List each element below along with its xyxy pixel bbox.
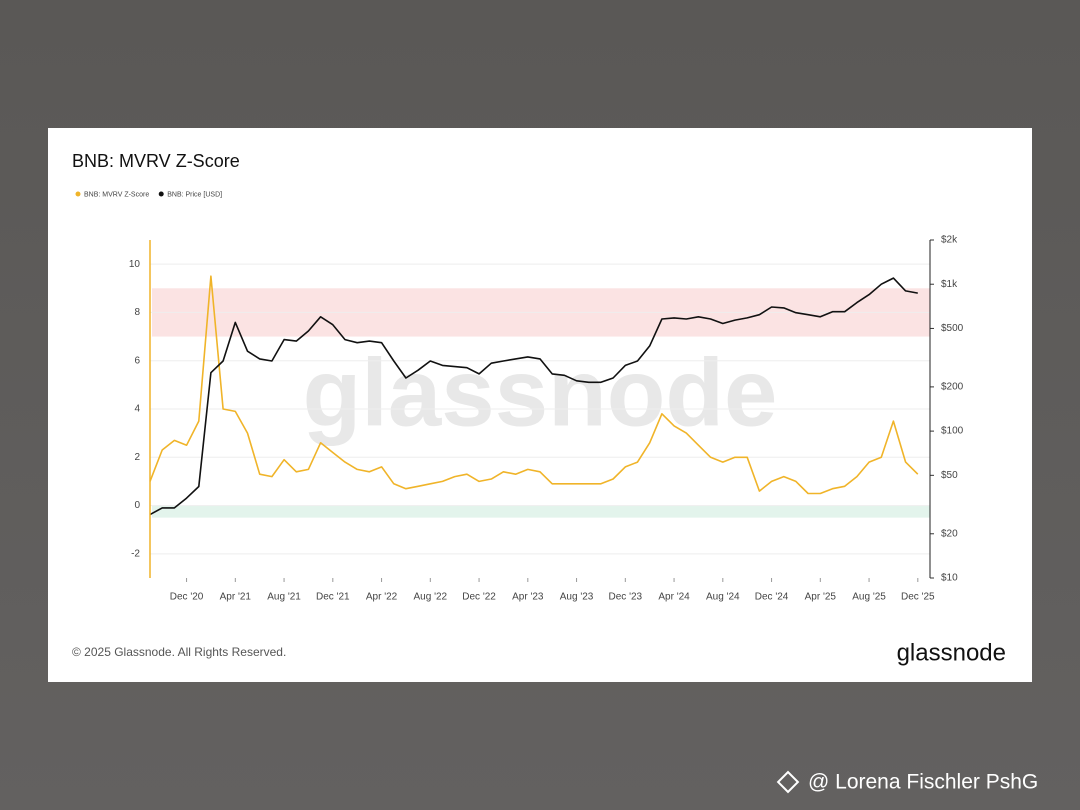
y2-tick-label: $2k xyxy=(941,235,958,246)
legend-label: BNB: Price [USD] xyxy=(167,191,222,198)
chart-title: BNB: MVRV Z-Score xyxy=(72,151,240,171)
y2-tick-label: $500 xyxy=(941,323,964,334)
x-tick-label: Dec '25 xyxy=(901,592,935,603)
footer: © 2025 Glassnode. All Rights Reserved. xyxy=(72,645,286,659)
y-tick-label: 4 xyxy=(134,404,140,415)
x-tick-label: Apr '25 xyxy=(805,592,837,603)
x-tick-label: Aug '22 xyxy=(414,592,448,603)
watermark: glassnode xyxy=(303,339,778,446)
x-tick-label: Aug '25 xyxy=(852,592,886,603)
zone-band xyxy=(152,505,930,518)
series-line xyxy=(149,275,919,495)
legend-marker xyxy=(158,191,164,197)
legend-marker xyxy=(75,191,81,197)
x-tick-label: Dec '20 xyxy=(170,592,204,603)
plot: -2 0 2 4 6 8 10 $10 $20 $50 $100 $200 $500 $1k $2k Dec … xyxy=(75,191,964,603)
y2-tick-label: $10 xyxy=(941,573,958,584)
x-tick-label: Dec '21 xyxy=(316,592,350,603)
x-tick-label: Dec '23 xyxy=(609,592,643,603)
x-tick-label: Aug '21 xyxy=(267,592,301,603)
y-tick-label: 2 xyxy=(134,452,140,463)
y2-tick-label: $200 xyxy=(941,382,964,393)
x-tick-label: Apr '22 xyxy=(366,592,398,603)
y-tick-label: 10 xyxy=(129,259,141,270)
y2-tick-label: $100 xyxy=(941,426,964,437)
y-tick-label: 0 xyxy=(134,500,140,511)
x-tick-label: Dec '22 xyxy=(462,592,496,603)
x-tick-label: Aug '23 xyxy=(560,592,594,603)
x-tick-label: Apr '23 xyxy=(512,592,544,603)
x-tick-label: Dec '24 xyxy=(755,592,789,603)
y-tick-label: 8 xyxy=(134,307,140,318)
x-tick-label: Aug '24 xyxy=(706,592,740,603)
credit-icon xyxy=(776,770,800,794)
legend-label: BNB: MVRV Z-Score xyxy=(84,191,149,198)
x-tick-label: Apr '24 xyxy=(658,592,690,603)
x-tick-label: Apr '21 xyxy=(220,592,252,603)
y-tick-label: -2 xyxy=(131,548,140,559)
card xyxy=(48,128,1032,682)
credit: @ Lorena Fischler PshG xyxy=(808,771,1038,794)
y-tick-label: 6 xyxy=(134,355,140,366)
logo: glassnode xyxy=(897,639,1006,666)
y2-tick-label: $1k xyxy=(941,279,958,290)
series-line xyxy=(149,277,918,516)
y2-tick-label: $20 xyxy=(941,528,958,539)
y2-tick-label: $50 xyxy=(941,470,958,481)
